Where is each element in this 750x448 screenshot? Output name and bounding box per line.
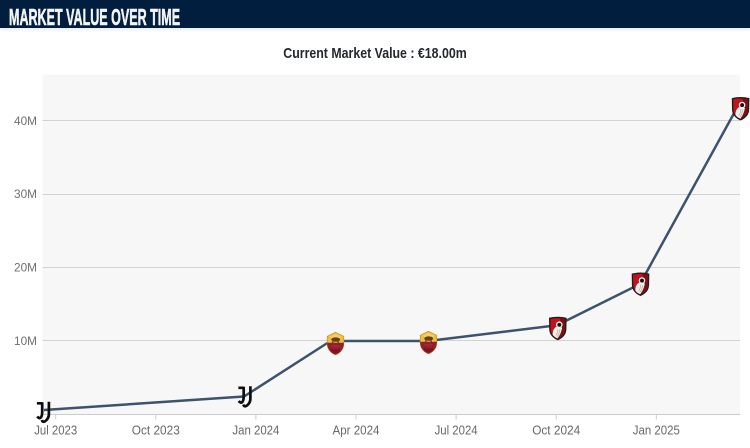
svg-text:Apr 2024: Apr 2024 [333, 423, 380, 438]
svg-text:Jan 2025: Jan 2025 [633, 423, 680, 438]
svg-text:Jan 2024: Jan 2024 [232, 423, 279, 438]
svg-text:Jul 2024: Jul 2024 [435, 423, 478, 438]
svg-text:Jul 2023: Jul 2023 [34, 423, 77, 438]
svg-text:20M: 20M [14, 261, 37, 275]
svg-text:Oct 2024: Oct 2024 [532, 423, 580, 438]
svg-text:30M: 30M [14, 187, 37, 201]
svg-text:Oct 2023: Oct 2023 [132, 423, 180, 438]
svg-text:40M: 40M [14, 114, 37, 128]
svg-text:10M: 10M [14, 334, 37, 348]
